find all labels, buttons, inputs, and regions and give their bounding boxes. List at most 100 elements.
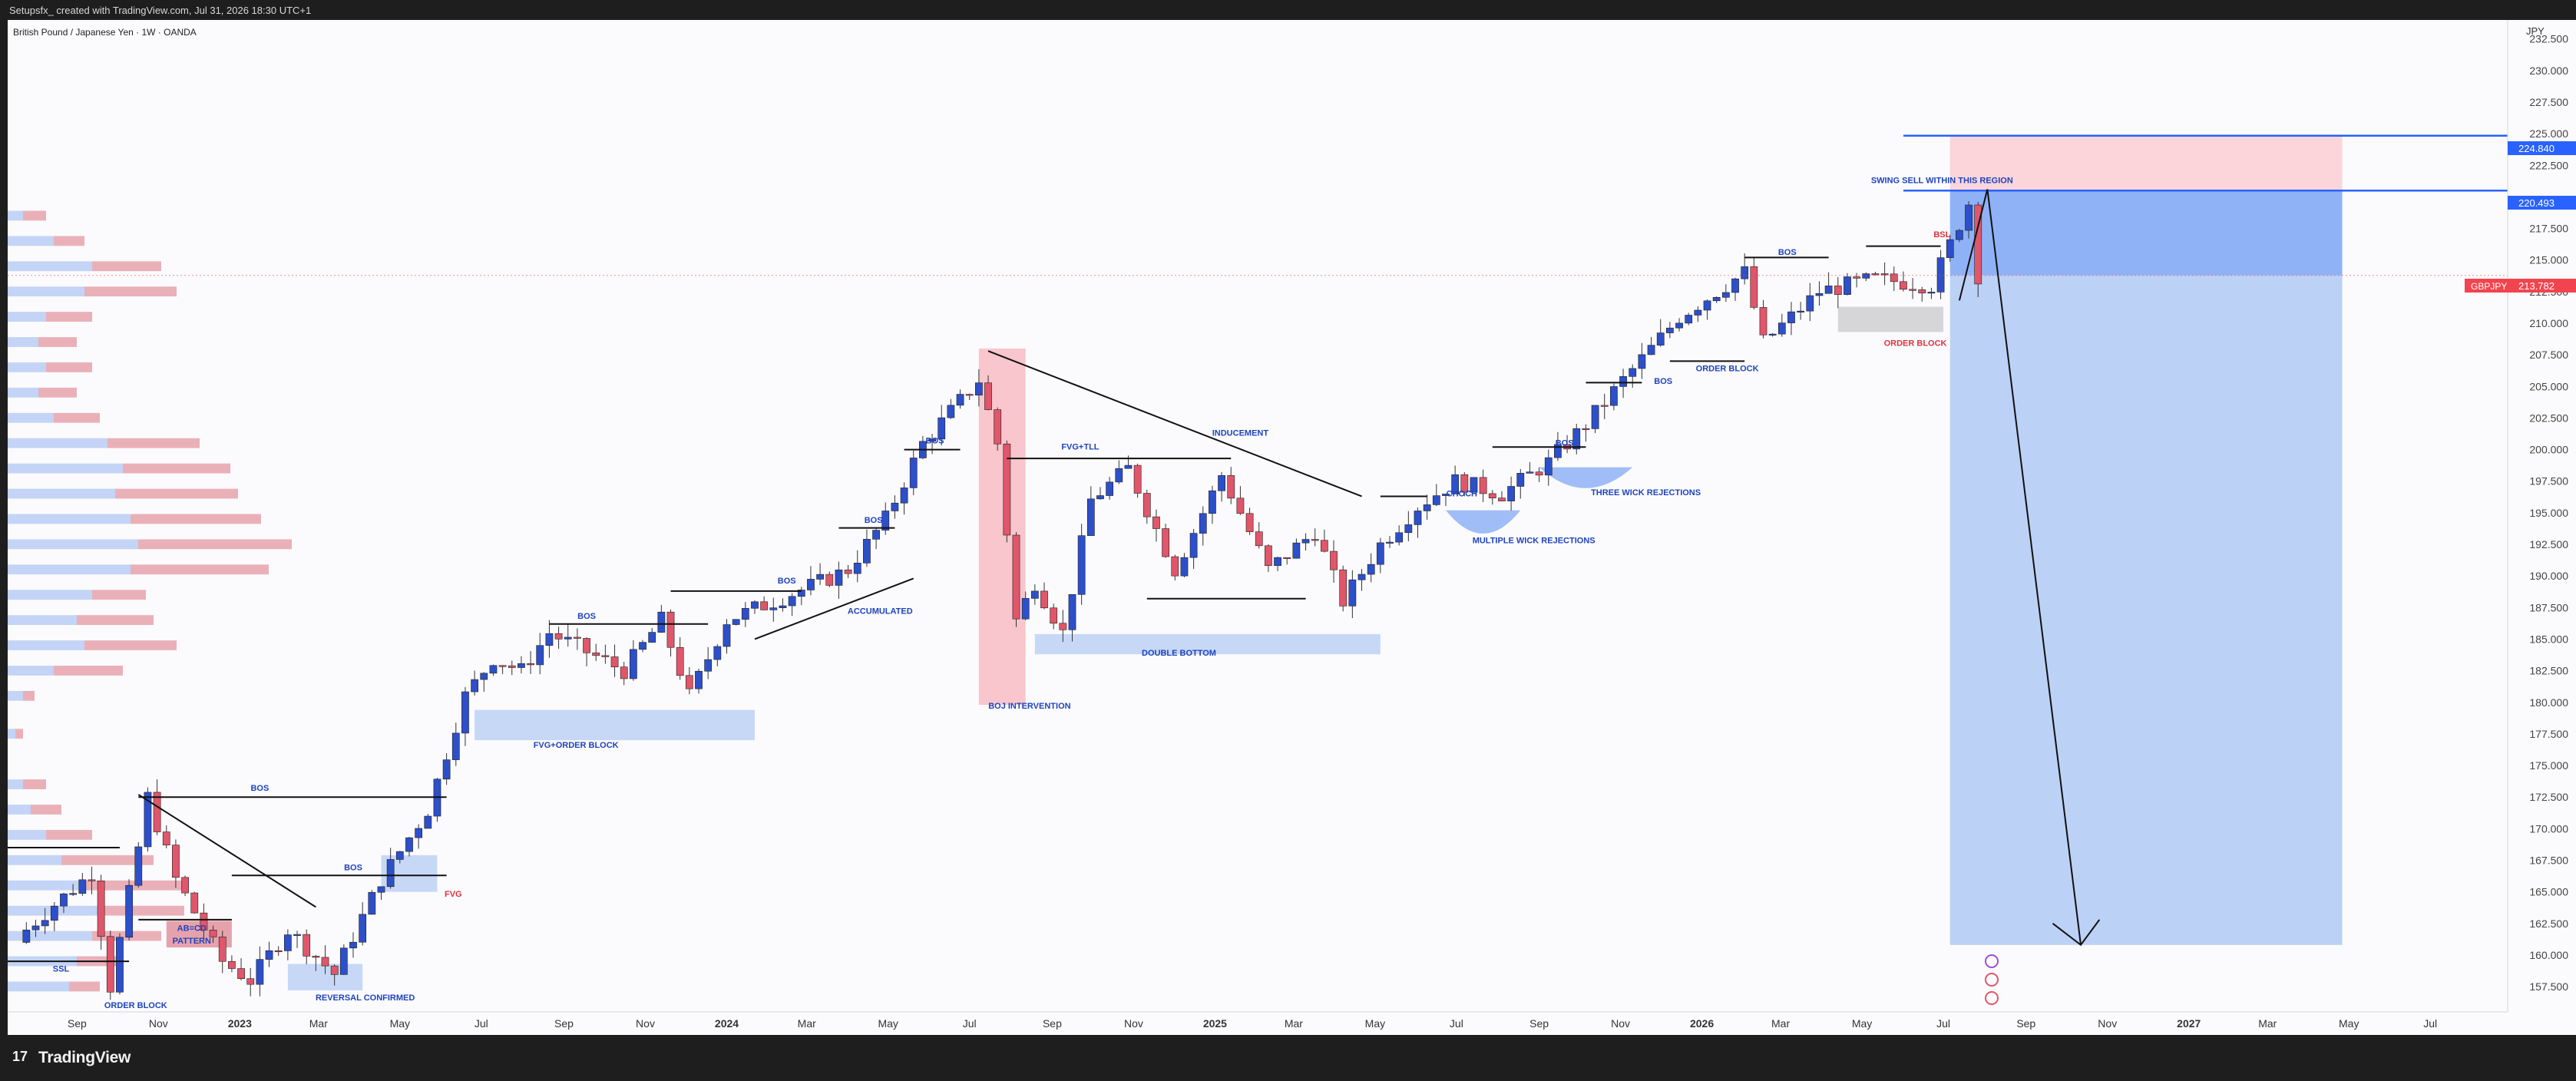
tradingview-logo[interactable]: 17 TradingView — [12, 1047, 166, 1069]
bearish-candle — [1171, 556, 1179, 577]
price-tick-label: 202.500 — [2529, 412, 2568, 424]
time-tick-label: Sep — [1529, 1017, 1549, 1030]
volume-profile-bar-down — [100, 905, 184, 916]
bullish-candle — [816, 574, 824, 580]
bullish-candle — [1731, 278, 1739, 293]
bearish-candle — [554, 633, 563, 640]
bullish-candle — [881, 511, 890, 531]
candlestick-series[interactable] — [22, 201, 1982, 1000]
time-tick-label: Jul — [1936, 1017, 1950, 1030]
volume-profile-bar-down — [38, 337, 77, 347]
volume-profile-bar-down — [46, 362, 92, 372]
bearish-candle — [1890, 273, 1898, 283]
bullish-candle — [732, 619, 740, 625]
target-zone — [1949, 275, 2343, 945]
volume-profile-bar-up — [8, 387, 38, 398]
credit-text: Setupsfx_ created with TradingView.com, … — [9, 5, 312, 16]
bullish-candle — [1068, 594, 1076, 630]
stop-loss-zone — [1949, 135, 2343, 191]
bullish-candle — [1544, 457, 1553, 476]
price-axis[interactable]: JPY 232.500 230.000 227.500 225.000 222.500 2… — [2507, 20, 2576, 1035]
time-tick-label: Mar — [798, 1017, 816, 1030]
bullish-candle — [1647, 345, 1655, 355]
bullish-candle — [956, 394, 964, 406]
annotation-label: FVG — [445, 890, 462, 899]
bearish-candle — [1236, 498, 1245, 514]
volume-profile-bar-down — [107, 438, 200, 448]
wick-rejection-arc — [1445, 510, 1521, 534]
bullish-candle — [1591, 405, 1599, 429]
dividend-event-icon — [1985, 954, 1999, 968]
bullish-candle — [1965, 204, 1973, 231]
bearish-candle — [218, 936, 227, 962]
price-tick-label: 205.000 — [2529, 380, 2568, 392]
bearish-candle — [676, 646, 684, 676]
annotation-label: BOS — [926, 436, 944, 445]
volume-profile-bar-down — [92, 261, 161, 272]
bullish-candle — [1386, 541, 1394, 544]
wick-rejection-arc — [1539, 467, 1633, 488]
time-tick-label: 2024 — [715, 1017, 739, 1030]
bearish-candle — [685, 675, 693, 689]
volume-profile-bar-down — [38, 387, 77, 398]
volume-profile-bar-down — [23, 690, 35, 701]
bullish-candle — [1357, 574, 1366, 580]
bullish-candle — [144, 792, 152, 848]
bearish-candle — [1059, 623, 1067, 630]
volume-profile-bar-down — [23, 779, 46, 789]
bullish-candle — [639, 642, 646, 650]
bullish-candle — [377, 886, 385, 893]
entry-zone — [1949, 190, 2343, 276]
bearish-candle — [760, 601, 769, 610]
volume-profile-bar-up — [8, 286, 84, 297]
price-chart[interactable]: BOS BOS FVG AB=CD PATTERN SSL REVERSAL CONFIRM… — [8, 20, 2576, 1035]
currency-label: JPY — [2526, 25, 2545, 37]
bearish-candle — [844, 569, 852, 574]
bullish-candle — [1348, 579, 1357, 607]
price-tick-label: 217.500 — [2529, 223, 2568, 235]
price-tick-label: 227.500 — [2529, 96, 2568, 108]
bullish-candle — [769, 607, 778, 610]
bullish-candle — [1086, 498, 1095, 536]
bearish-candle — [1535, 471, 1543, 476]
bearish-candle — [97, 881, 105, 937]
bullish-candle — [536, 645, 544, 666]
time-axis[interactable]: Sep Nov 2023 Mar May Jul Sep Nov 2024 Mar May Jul Se… — [8, 1011, 2508, 1030]
bottom-brand-bar: 17 TradingView — [0, 1035, 2576, 1081]
bullish-candle — [713, 646, 722, 660]
bearish-candle — [1750, 266, 1758, 308]
volume-profile-bar-down — [138, 539, 292, 550]
bearish-candle — [303, 934, 311, 957]
annotation-label: AB=CD — [177, 924, 207, 934]
volume-profile-bar-up — [8, 463, 123, 474]
time-tick-label: Mar — [2258, 1017, 2277, 1030]
price-tick-label: 207.500 — [2529, 349, 2568, 361]
bullish-candle — [1395, 532, 1404, 543]
bearish-candle — [1582, 428, 1590, 430]
annotation-label: BOS — [344, 864, 362, 873]
bearish-candle — [994, 409, 1002, 445]
bullish-candle — [405, 837, 413, 852]
bearish-candle — [1152, 516, 1160, 529]
event-icons[interactable] — [1985, 954, 1999, 1005]
annotation-label: BOS — [778, 577, 796, 586]
time-tick-label: Jul — [475, 1017, 488, 1030]
bearish-candle — [1488, 493, 1496, 498]
bullish-candle — [1675, 322, 1683, 329]
bearish-candle — [1162, 528, 1169, 557]
bearish-candle — [1880, 273, 1889, 276]
volume-profile-bar-up — [8, 931, 92, 941]
time-tick-label: Sep — [2016, 1017, 2035, 1030]
volume-profile-bar-down — [69, 981, 100, 992]
volume-profile-bar-up — [8, 805, 31, 815]
chart-frame[interactable]: BOS BOS FVG AB=CD PATTERN SSL REVERSAL CONFIRM… — [8, 20, 2576, 1035]
bullish-candle — [545, 633, 554, 646]
price-tick-label: 157.500 — [2529, 980, 2568, 993]
bullish-candle — [1451, 474, 1460, 494]
bearish-candle — [190, 892, 199, 914]
bearish-candle — [498, 665, 507, 667]
volume-profile-bar-up — [8, 880, 84, 891]
bullish-candle — [1768, 333, 1777, 336]
time-tick-label: Nov — [636, 1017, 655, 1030]
bearish-candle — [1311, 539, 1319, 541]
